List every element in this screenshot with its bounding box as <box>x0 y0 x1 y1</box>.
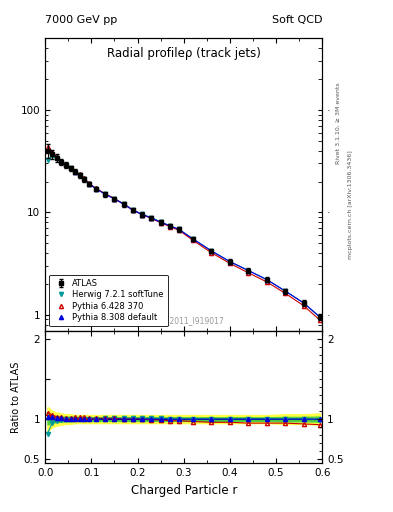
Y-axis label: Ratio to ATLAS: Ratio to ATLAS <box>11 361 21 433</box>
Text: Rivet 3.1.10, ≥ 3M events: Rivet 3.1.10, ≥ 3M events <box>336 82 341 164</box>
Text: ATLAS_2011_I919017: ATLAS_2011_I919017 <box>143 316 225 325</box>
Text: 7000 GeV pp: 7000 GeV pp <box>45 14 118 25</box>
X-axis label: Charged Particle r: Charged Particle r <box>130 484 237 497</box>
Text: Radial profileρ (track jets): Radial profileρ (track jets) <box>107 47 261 60</box>
Text: Soft QCD: Soft QCD <box>272 14 322 25</box>
Legend: ATLAS, Herwig 7.2.1 softTune, Pythia 6.428 370, Pythia 8.308 default: ATLAS, Herwig 7.2.1 softTune, Pythia 6.4… <box>50 274 167 326</box>
Text: mcplots.cern.ch [arXiv:1306.3436]: mcplots.cern.ch [arXiv:1306.3436] <box>348 151 353 259</box>
